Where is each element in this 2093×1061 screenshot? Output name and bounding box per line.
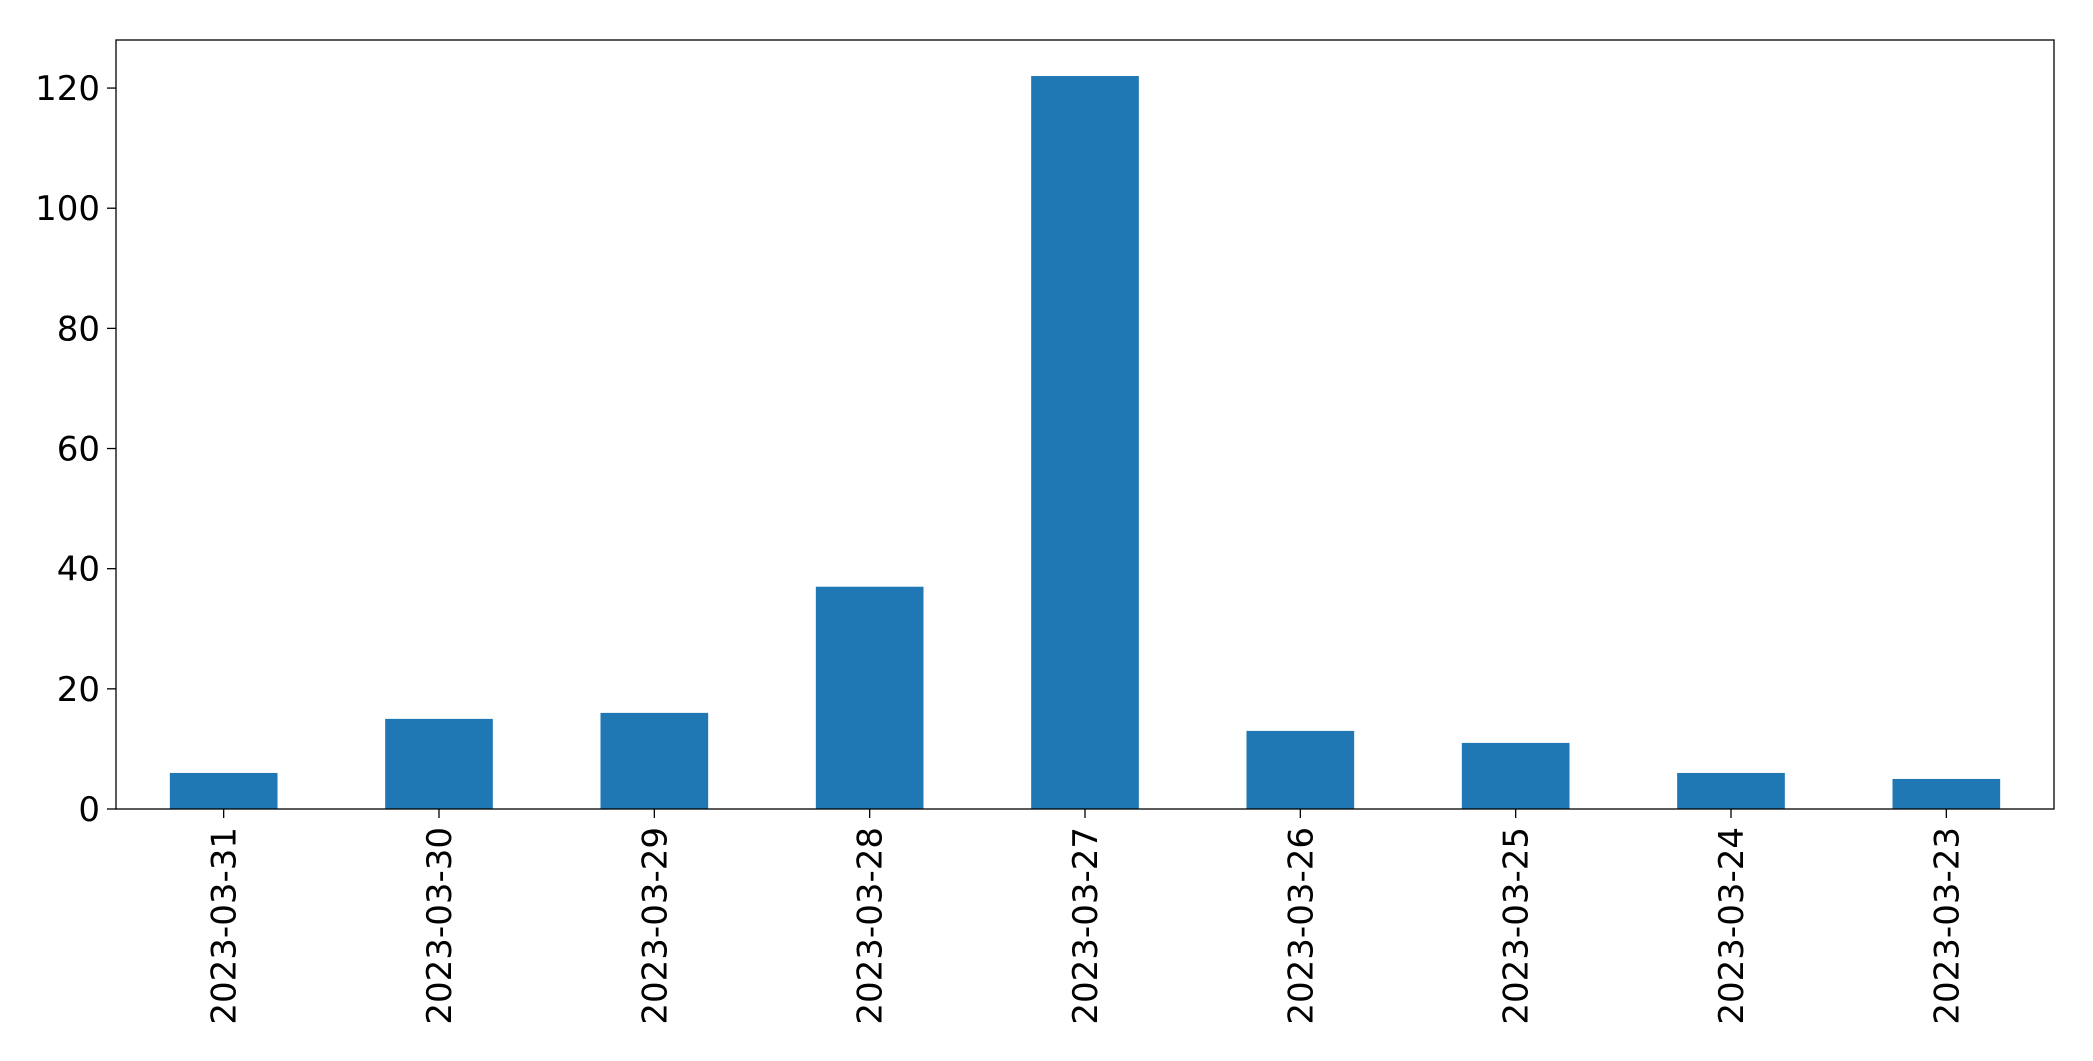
bar	[815, 586, 924, 809]
bar	[1246, 730, 1355, 809]
bar	[385, 718, 493, 809]
x-tick-label: 2023-03-25	[1497, 827, 1537, 1025]
plot-frame	[115, 39, 2055, 810]
bar	[1892, 778, 2001, 809]
y-tick-label: 120	[35, 69, 100, 109]
y-tick-label: 40	[57, 550, 100, 590]
bar	[1031, 76, 1139, 809]
y-tick-label: 20	[57, 670, 100, 710]
x-tick-label: 2023-03-26	[1281, 827, 1321, 1025]
y-tick-label: 80	[57, 309, 100, 349]
bar	[1461, 742, 1570, 809]
bar	[600, 712, 709, 809]
x-tick-label: 2023-03-28	[851, 827, 891, 1025]
x-tick-label: 2023-03-31	[205, 827, 245, 1025]
y-tick-label: 60	[57, 430, 100, 470]
y-tick-label: 100	[35, 189, 100, 229]
x-tick-label: 2023-03-27	[1066, 827, 1106, 1025]
y-tick-label: 0	[78, 790, 100, 830]
x-tick-label: 2023-03-24	[1712, 827, 1752, 1025]
x-tick-label: 2023-03-23	[1927, 827, 1967, 1025]
x-tick-label: 2023-03-30	[420, 827, 460, 1025]
x-tick-label: 2023-03-29	[635, 827, 675, 1025]
bar	[1677, 772, 1785, 809]
bar	[169, 772, 278, 809]
